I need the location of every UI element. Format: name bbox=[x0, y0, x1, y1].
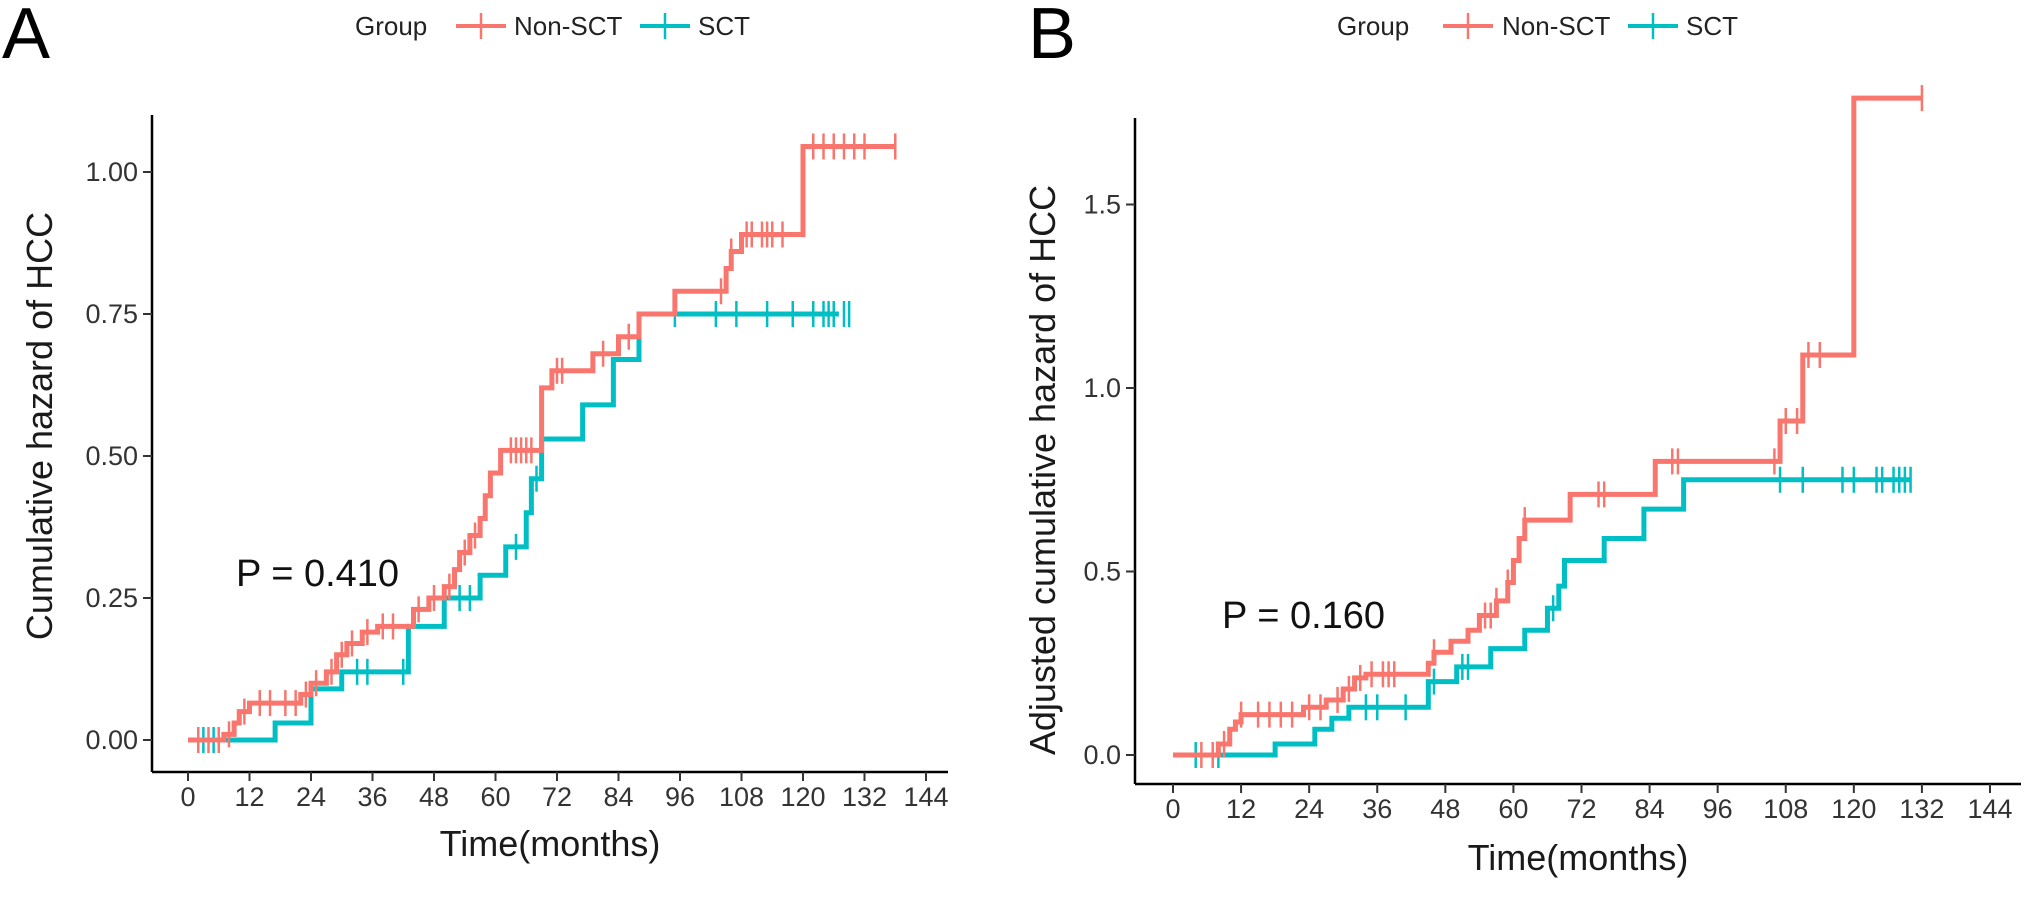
x-tick-label: 144 bbox=[903, 782, 948, 812]
step-line-non-sct bbox=[1173, 95, 1922, 758]
x-tick-label: 108 bbox=[1763, 794, 1808, 824]
x-tick-label: 120 bbox=[780, 782, 825, 812]
panel-b: B Group Non-SCT SCT Adjusted cumulative … bbox=[1022, 0, 2021, 878]
panel-a: A Group Non-SCT SCT Cumulative hazard of… bbox=[2, 0, 949, 864]
x-tick-label: 24 bbox=[296, 782, 326, 812]
legend-label-non-sct: Non-SCT bbox=[1502, 11, 1610, 41]
series-non-sct bbox=[188, 133, 897, 753]
x-tick-label: 132 bbox=[1899, 794, 1944, 824]
series-sct bbox=[188, 301, 851, 753]
x-tick-label: 12 bbox=[234, 782, 264, 812]
step-line-non-sct bbox=[188, 143, 896, 743]
y-tick-label: 0.75 bbox=[85, 299, 138, 329]
y-tick-label: 0.50 bbox=[85, 441, 138, 471]
x-tick-label: 48 bbox=[1430, 794, 1460, 824]
legend-key-sct bbox=[640, 13, 690, 39]
legend-title: Group bbox=[355, 11, 427, 41]
series-sct bbox=[1173, 466, 1912, 768]
x-tick-label: 108 bbox=[719, 782, 764, 812]
legend-label-non-sct: Non-SCT bbox=[514, 11, 622, 41]
x-tick-label: 96 bbox=[1703, 794, 1733, 824]
series-non-sct bbox=[1173, 85, 1924, 768]
x-tick-label: 84 bbox=[1635, 794, 1665, 824]
x-tick-label: 24 bbox=[1294, 794, 1324, 824]
panel-letter-b: B bbox=[1028, 0, 1076, 74]
legend-key-non-sct bbox=[456, 13, 506, 39]
x-tick-label: 72 bbox=[1566, 794, 1596, 824]
x-tick-label: 0 bbox=[1165, 794, 1180, 824]
y-tick-label: 1.5 bbox=[1083, 190, 1121, 220]
legend-label-sct: SCT bbox=[698, 11, 750, 41]
x-tick-label: 36 bbox=[1362, 794, 1392, 824]
legend-key-sct bbox=[1628, 13, 1678, 39]
y-tick-label: 0.00 bbox=[85, 725, 138, 755]
p-value-annotation: P = 0.160 bbox=[1222, 595, 1385, 637]
y-tick-label: 0.25 bbox=[85, 583, 138, 613]
step-line-sct bbox=[188, 311, 839, 743]
y-tick-label: 1.00 bbox=[85, 157, 138, 187]
x-tick-label: 132 bbox=[842, 782, 887, 812]
legend-label-sct: SCT bbox=[1686, 11, 1738, 41]
legend-a: Group Non-SCT SCT bbox=[355, 11, 750, 41]
legend-key-non-sct bbox=[1443, 13, 1493, 39]
x-tick-label: 84 bbox=[603, 782, 633, 812]
x-tick-label: 48 bbox=[419, 782, 449, 812]
y-tick-label: 1.0 bbox=[1083, 373, 1121, 403]
y-axis-title: Cumulative hazard of HCC bbox=[19, 212, 60, 640]
x-tick-label: 36 bbox=[357, 782, 387, 812]
panel-letter-a: A bbox=[2, 0, 50, 74]
legend-b: Group Non-SCT SCT bbox=[1337, 11, 1738, 41]
x-tick-label: 12 bbox=[1226, 794, 1256, 824]
x-axis-title: Time(months) bbox=[440, 823, 661, 864]
x-tick-label: 72 bbox=[542, 782, 572, 812]
x-tick-label: 0 bbox=[180, 782, 195, 812]
x-tick-label: 120 bbox=[1831, 794, 1876, 824]
x-tick-label: 96 bbox=[665, 782, 695, 812]
y-axis-title: Adjusted cumulative hazard of HCC bbox=[1022, 185, 1063, 755]
p-value-annotation: P = 0.410 bbox=[236, 553, 399, 595]
x-tick-label: 60 bbox=[480, 782, 510, 812]
y-tick-label: 0.0 bbox=[1083, 740, 1121, 770]
x-axis-title: Time(months) bbox=[1468, 837, 1689, 878]
y-tick-label: 0.5 bbox=[1083, 557, 1121, 587]
step-line-sct bbox=[1173, 477, 1911, 758]
x-tick-label: 60 bbox=[1498, 794, 1528, 824]
x-tick-label: 144 bbox=[1967, 794, 2012, 824]
legend-title: Group bbox=[1337, 11, 1409, 41]
